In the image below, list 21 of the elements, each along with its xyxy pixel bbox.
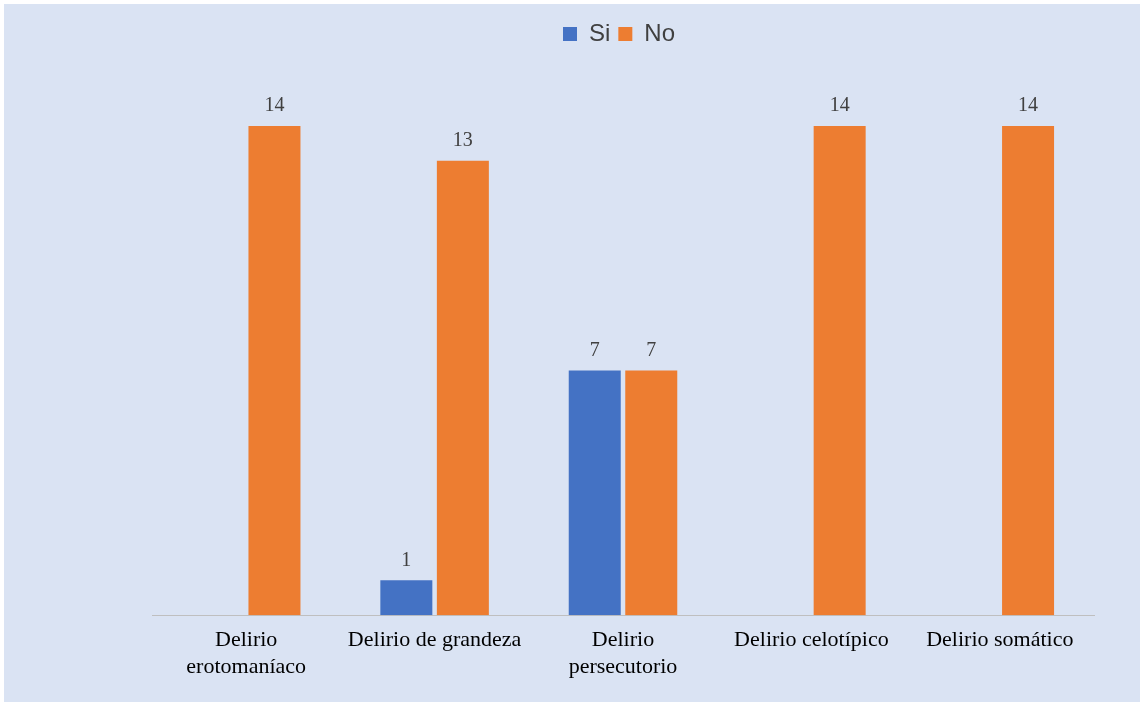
legend-label: No (644, 18, 676, 46)
x-tick-label: Delirio celotípico (734, 626, 889, 652)
bar (436, 160, 489, 616)
bar (380, 580, 433, 616)
data-label: 14 (1018, 93, 1039, 116)
x-tick-label: Delirio erotomaníaco (186, 626, 307, 678)
legend-label: Si (588, 18, 611, 46)
data-label: 1 (401, 547, 412, 570)
bar (813, 125, 866, 616)
bar (248, 125, 301, 616)
x-tick-label: Delirio de grandeza (347, 626, 522, 652)
data-label: 14 (829, 93, 850, 116)
data-label: 14 (264, 93, 285, 116)
bar (1002, 125, 1055, 616)
x-tick-label: Delirio persecutorio (568, 626, 678, 678)
data-label: 13 (452, 128, 473, 151)
data-label: 7 (589, 337, 600, 360)
bar (568, 370, 621, 616)
bar (625, 370, 678, 616)
x-tick-label: Delirio somático (926, 626, 1074, 652)
data-label: 7 (646, 337, 657, 360)
